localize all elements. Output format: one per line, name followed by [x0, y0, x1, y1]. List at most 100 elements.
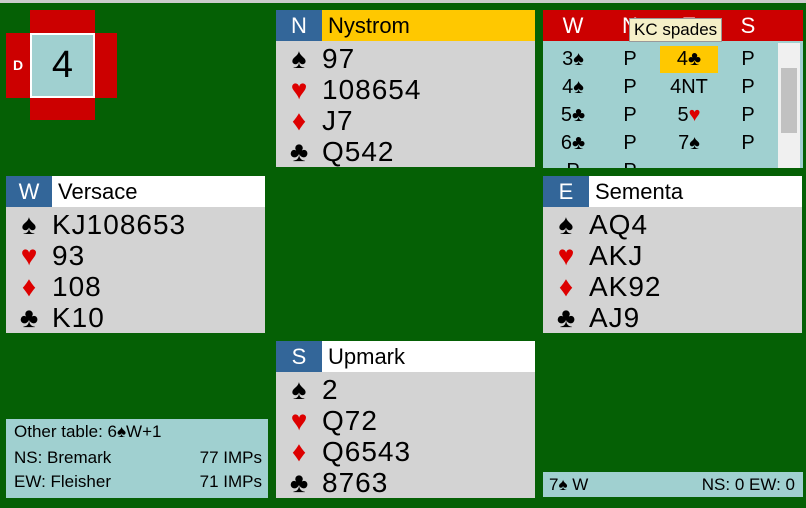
- ns-pair: NS: Bremark: [14, 448, 112, 467]
- player-name: Sementa: [589, 176, 802, 207]
- ns-score: 77 IMPs: [199, 448, 262, 467]
- bid: P: [623, 76, 637, 98]
- auction-seat: W: [562, 13, 584, 38]
- seat-label: N: [276, 10, 322, 41]
- suit-row: ♠ AQ4: [543, 209, 802, 240]
- seat-label: E: [543, 176, 589, 207]
- bid: 7♠: [678, 132, 700, 154]
- card-holding: KJ108653: [52, 209, 187, 240]
- suit-row: ♣ K10: [6, 302, 265, 333]
- other-result: Other table: 6♠W+1: [14, 422, 162, 441]
- player-name: Versace: [52, 176, 265, 207]
- suit-row: ♠ 2: [276, 374, 535, 405]
- player-name: Nystrom: [322, 10, 535, 41]
- dealer-marker: D: [6, 33, 30, 98]
- player-name: Upmark: [322, 341, 535, 372]
- tooltip: KC spades: [629, 18, 723, 42]
- bid: P: [741, 76, 755, 98]
- bid: P: [741, 132, 755, 154]
- suit-row: ♦ AK92: [543, 271, 802, 302]
- seat-label: W: [6, 176, 52, 207]
- suit-row: ♣ 8763: [276, 467, 535, 498]
- bid: P: [623, 48, 637, 70]
- suit-row: ♦ Q6543: [276, 436, 535, 467]
- auction-seat: S: [740, 13, 756, 38]
- hand-panel: S Upmark ♠ 2 ♥ Q72 ♦ Q6543 ♣ 8763: [276, 341, 535, 498]
- suit-row: ♠ 97: [276, 43, 535, 74]
- card-holding: 2: [322, 374, 339, 405]
- suit-symbol: ♠: [291, 374, 307, 405]
- bid: P: [623, 104, 637, 126]
- bid: 6♣: [560, 132, 586, 154]
- bid: P: [623, 132, 637, 154]
- card-holding: AJ9: [589, 302, 641, 333]
- card-holding: K10: [52, 302, 105, 333]
- suit-symbol: ♣: [19, 302, 39, 333]
- scroll-thumb[interactable]: [781, 68, 797, 133]
- card-holding: AQ4: [589, 209, 649, 240]
- card-holding: AKJ: [589, 240, 644, 271]
- bid: 4NT: [670, 76, 708, 98]
- hand-panel: E Sementa ♠ AQ4 ♥ AKJ ♦ AK92 ♣ AJ9: [543, 176, 802, 333]
- suit-symbol: ♣: [289, 136, 309, 167]
- suit-symbol: ♥: [20, 240, 38, 271]
- card-holding: J7: [322, 105, 354, 136]
- card-holding: 8763: [322, 467, 389, 498]
- suit-symbol: ♦: [558, 271, 574, 302]
- suit-symbol: ♥: [557, 240, 575, 271]
- suit-symbol: ♦: [291, 105, 307, 136]
- card-holding: Q6543: [322, 436, 412, 467]
- card-holding: Q72: [322, 405, 378, 436]
- hand-panel: W Versace ♠ KJ108653 ♥ 93 ♦ 108 ♣ K10: [6, 176, 265, 333]
- suit-row: ♠ KJ108653: [6, 209, 265, 240]
- suit-symbol: ♦: [291, 436, 307, 467]
- board-bar: [30, 10, 95, 33]
- suit-symbol: ♠: [21, 209, 37, 240]
- board-bar: [95, 33, 117, 98]
- suit-symbol: ♥: [290, 74, 308, 105]
- contract: 7♠ W: [549, 475, 589, 494]
- bid: 3♠: [562, 48, 584, 70]
- other-table: Other table: 6♠W+1 NS: Bremark 77 IMPs E…: [6, 419, 268, 498]
- suit-row: ♥ 108654: [276, 74, 535, 105]
- card-holding: 108: [52, 271, 102, 302]
- board-bar: [30, 98, 95, 120]
- bid: P: [741, 48, 755, 70]
- suit-row: ♦ J7: [276, 105, 535, 136]
- bid: 5♥: [677, 104, 701, 126]
- seat-label: S: [276, 341, 322, 372]
- bid-highlight: [660, 46, 718, 73]
- suit-symbol: ♦: [21, 271, 37, 302]
- bid: P: [741, 104, 755, 126]
- bid: P: [601, 157, 659, 168]
- suit-symbol: ♠: [558, 209, 574, 240]
- card-holding: 97: [322, 43, 356, 74]
- suit-symbol: ♥: [290, 405, 308, 436]
- card-holding: Q542: [322, 136, 395, 167]
- card-holding: AK92: [589, 271, 662, 302]
- card-holding: 93: [52, 240, 86, 271]
- scrollbar[interactable]: [778, 43, 800, 168]
- suit-row: ♥ Q72: [276, 405, 535, 436]
- suit-symbol: ♣: [289, 467, 309, 498]
- match-score: NS: 0 EW: 0: [701, 475, 795, 494]
- suit-symbol: ♠: [291, 43, 307, 74]
- hand-panel: N Nystrom ♠ 97 ♥ 108654 ♦ J7 ♣ Q542: [276, 10, 535, 167]
- bid: 4♣: [676, 48, 702, 70]
- suit-symbol: ♣: [556, 302, 576, 333]
- suit-row: ♥ AKJ: [543, 240, 802, 271]
- ew-pair: EW: Fleisher: [14, 472, 111, 491]
- bid: 5♣: [560, 104, 586, 126]
- ew-score: 71 IMPs: [199, 472, 262, 491]
- suit-row: ♣ Q542: [276, 136, 535, 167]
- suit-row: ♣ AJ9: [543, 302, 802, 333]
- suit-row: ♦ 108: [6, 271, 265, 302]
- bid: P: [544, 157, 602, 168]
- board-number: 4: [30, 33, 95, 98]
- card-holding: 108654: [322, 74, 422, 105]
- bid: 4♠: [562, 76, 584, 98]
- suit-row: ♥ 93: [6, 240, 265, 271]
- status-bar: 7♠ W NS: 0 EW: 0: [543, 472, 803, 497]
